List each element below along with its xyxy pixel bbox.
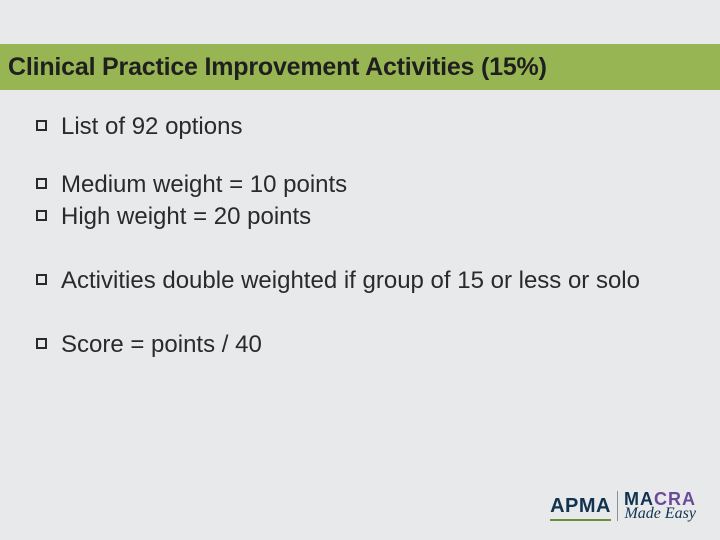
square-bullet-icon bbox=[36, 210, 47, 221]
bullet-text: Medium weight = 10 points bbox=[61, 170, 690, 200]
macra-logo: MACRA Made Easy bbox=[624, 490, 696, 522]
bullet-text: Activities double weighted if group of 1… bbox=[61, 266, 690, 296]
square-bullet-icon bbox=[36, 274, 47, 285]
slide-title: Clinical Practice Improvement Activities… bbox=[8, 53, 547, 82]
made-easy-text: Made Easy bbox=[624, 506, 696, 522]
bullet-item: Activities double weighted if group of 1… bbox=[36, 266, 690, 296]
title-band: Clinical Practice Improvement Activities… bbox=[0, 44, 720, 90]
bullet-item: High weight = 20 points bbox=[36, 202, 690, 232]
bullet-item: Score = points / 40 bbox=[36, 330, 690, 360]
slide-content: List of 92 options Medium weight = 10 po… bbox=[36, 112, 690, 360]
bullet-item: List of 92 options bbox=[36, 112, 690, 142]
bullet-item: Medium weight = 10 points bbox=[36, 170, 690, 200]
slide: Clinical Practice Improvement Activities… bbox=[0, 0, 720, 540]
footer-logo: APMA MACRA Made Easy bbox=[550, 490, 696, 522]
logo-divider bbox=[617, 491, 618, 521]
square-bullet-icon bbox=[36, 120, 47, 131]
square-bullet-icon bbox=[36, 338, 47, 349]
apma-logo: APMA bbox=[550, 495, 611, 518]
bullet-text: High weight = 20 points bbox=[61, 202, 690, 232]
bullet-text: List of 92 options bbox=[61, 112, 690, 142]
bullet-text: Score = points / 40 bbox=[61, 330, 690, 360]
square-bullet-icon bbox=[36, 178, 47, 189]
